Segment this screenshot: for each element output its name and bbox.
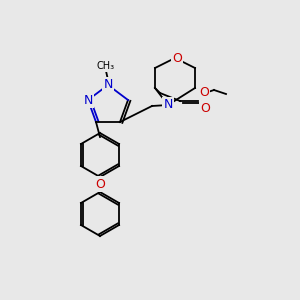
- Text: O: O: [172, 52, 182, 64]
- Text: N: N: [83, 94, 93, 106]
- Text: N: N: [103, 79, 113, 92]
- Text: CH₃: CH₃: [97, 61, 115, 71]
- Text: O: O: [200, 103, 210, 116]
- Text: O: O: [199, 85, 209, 98]
- Text: N: N: [163, 98, 173, 112]
- Text: O: O: [95, 178, 105, 190]
